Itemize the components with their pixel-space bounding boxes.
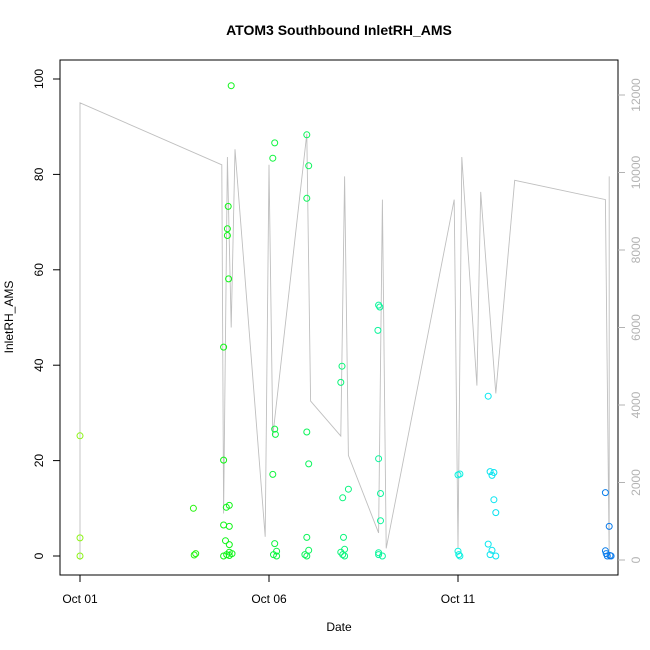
- x-tick-label-1: Oct 06: [251, 592, 287, 606]
- data-point-7: [220, 456, 228, 464]
- data-point-45: [339, 494, 347, 502]
- data-point-64: [456, 552, 464, 560]
- data-point-63: [455, 551, 463, 559]
- data-point-51: [375, 301, 383, 309]
- data-point-5: [192, 550, 200, 558]
- data-point-52: [376, 303, 384, 311]
- data-point-18: [225, 522, 233, 530]
- data-point-14: [223, 225, 231, 233]
- data-point-43: [337, 378, 345, 386]
- data-point-58: [375, 551, 383, 559]
- data-point-75: [601, 489, 609, 497]
- data-point-44: [344, 485, 352, 493]
- data-point-22: [227, 82, 235, 90]
- y-axis-label: InletRH_AMS: [2, 281, 16, 354]
- data-point-70: [492, 509, 500, 517]
- points-layer: [76, 82, 615, 560]
- y-axis-right: 0 2000 4000 6000 8000 10000 12000: [618, 78, 643, 563]
- data-point-19: [225, 541, 233, 549]
- y-left-tick-label-2: 40: [32, 358, 46, 372]
- data-point-46: [340, 533, 347, 541]
- y-left-tick-label-4: 80: [32, 167, 46, 181]
- data-point-69: [490, 496, 498, 504]
- y-right-tick-label-2: 4000: [629, 391, 643, 418]
- data-point-8: [220, 521, 228, 529]
- data-point-76: [605, 522, 613, 530]
- data-point-50: [341, 552, 349, 560]
- data-point-79: [603, 552, 611, 560]
- data-point-4: [190, 551, 198, 559]
- data-point-34: [303, 194, 311, 202]
- data-point-28: [271, 430, 279, 438]
- y-left-tick-label-5: 100: [32, 69, 46, 89]
- data-point-68: [490, 469, 498, 476]
- y-right-tick-label-5: 10000: [629, 155, 643, 189]
- data-point-59: [378, 552, 386, 560]
- data-point-74: [492, 552, 500, 560]
- y-right-tick-label-4: 8000: [629, 236, 643, 263]
- data-point-17: [225, 501, 233, 509]
- data-point-3: [189, 504, 197, 512]
- data-point-71: [484, 540, 492, 548]
- data-point-36: [303, 428, 311, 436]
- data-point-6: [220, 343, 228, 351]
- data-point-26: [269, 470, 277, 478]
- plot-frame: [59, 59, 619, 576]
- data-point-10: [222, 537, 229, 545]
- data-point-55: [377, 490, 384, 497]
- data-point-13: [223, 232, 231, 239]
- y-left-tick-label-0: 0: [32, 552, 46, 559]
- x-axis-label: Date: [326, 620, 352, 634]
- data-point-81: [607, 552, 615, 560]
- data-point-16: [225, 275, 233, 283]
- data-point-42: [338, 362, 346, 370]
- y-left-tick-label-3: 60: [32, 263, 46, 277]
- data-point-15: [224, 202, 232, 210]
- x-tick-label-0: Oct 01: [62, 592, 98, 606]
- trace-layer: [79, 102, 610, 561]
- data-point-54: [375, 455, 383, 463]
- y-right-tick-label-6: 12000: [629, 78, 643, 112]
- data-point-61: [456, 470, 464, 478]
- data-point-56: [377, 517, 384, 525]
- data-point-40: [301, 551, 309, 559]
- data-point-37: [305, 460, 313, 468]
- y-axis-left: 0 20 40 60 80 100: [32, 69, 60, 559]
- data-point-41: [303, 552, 311, 560]
- x-axis: Oct 01 Oct 06 Oct 11: [62, 575, 476, 606]
- data-point-53: [374, 326, 382, 334]
- data-point-27: [271, 425, 279, 433]
- chart-title: ATOM3 Southbound InletRH_AMS: [226, 22, 452, 38]
- data-point-72: [488, 546, 496, 554]
- data-point-1: [76, 534, 84, 542]
- data-point-29: [271, 540, 279, 548]
- data-point-49: [339, 551, 347, 559]
- data-point-23: [228, 550, 236, 558]
- y-right-tick-label-1: 2000: [629, 469, 643, 496]
- data-point-66: [486, 468, 494, 476]
- y-right-tick-label-3: 6000: [629, 314, 643, 341]
- data-point-38: [303, 533, 311, 541]
- y-right-tick-label-0: 0: [629, 556, 643, 563]
- data-point-62: [454, 547, 462, 555]
- data-point-0: [76, 432, 84, 440]
- data-point-24: [269, 154, 277, 162]
- x-tick-label-2: Oct 11: [441, 592, 476, 606]
- trace-series-line: [79, 102, 610, 561]
- data-point-33: [303, 131, 311, 139]
- data-point-65: [484, 392, 492, 400]
- y-left-tick-label-1: 20: [32, 454, 46, 468]
- data-point-2: [76, 552, 84, 560]
- data-point-32: [273, 552, 281, 560]
- data-point-25: [271, 139, 279, 147]
- data-point-35: [305, 162, 313, 170]
